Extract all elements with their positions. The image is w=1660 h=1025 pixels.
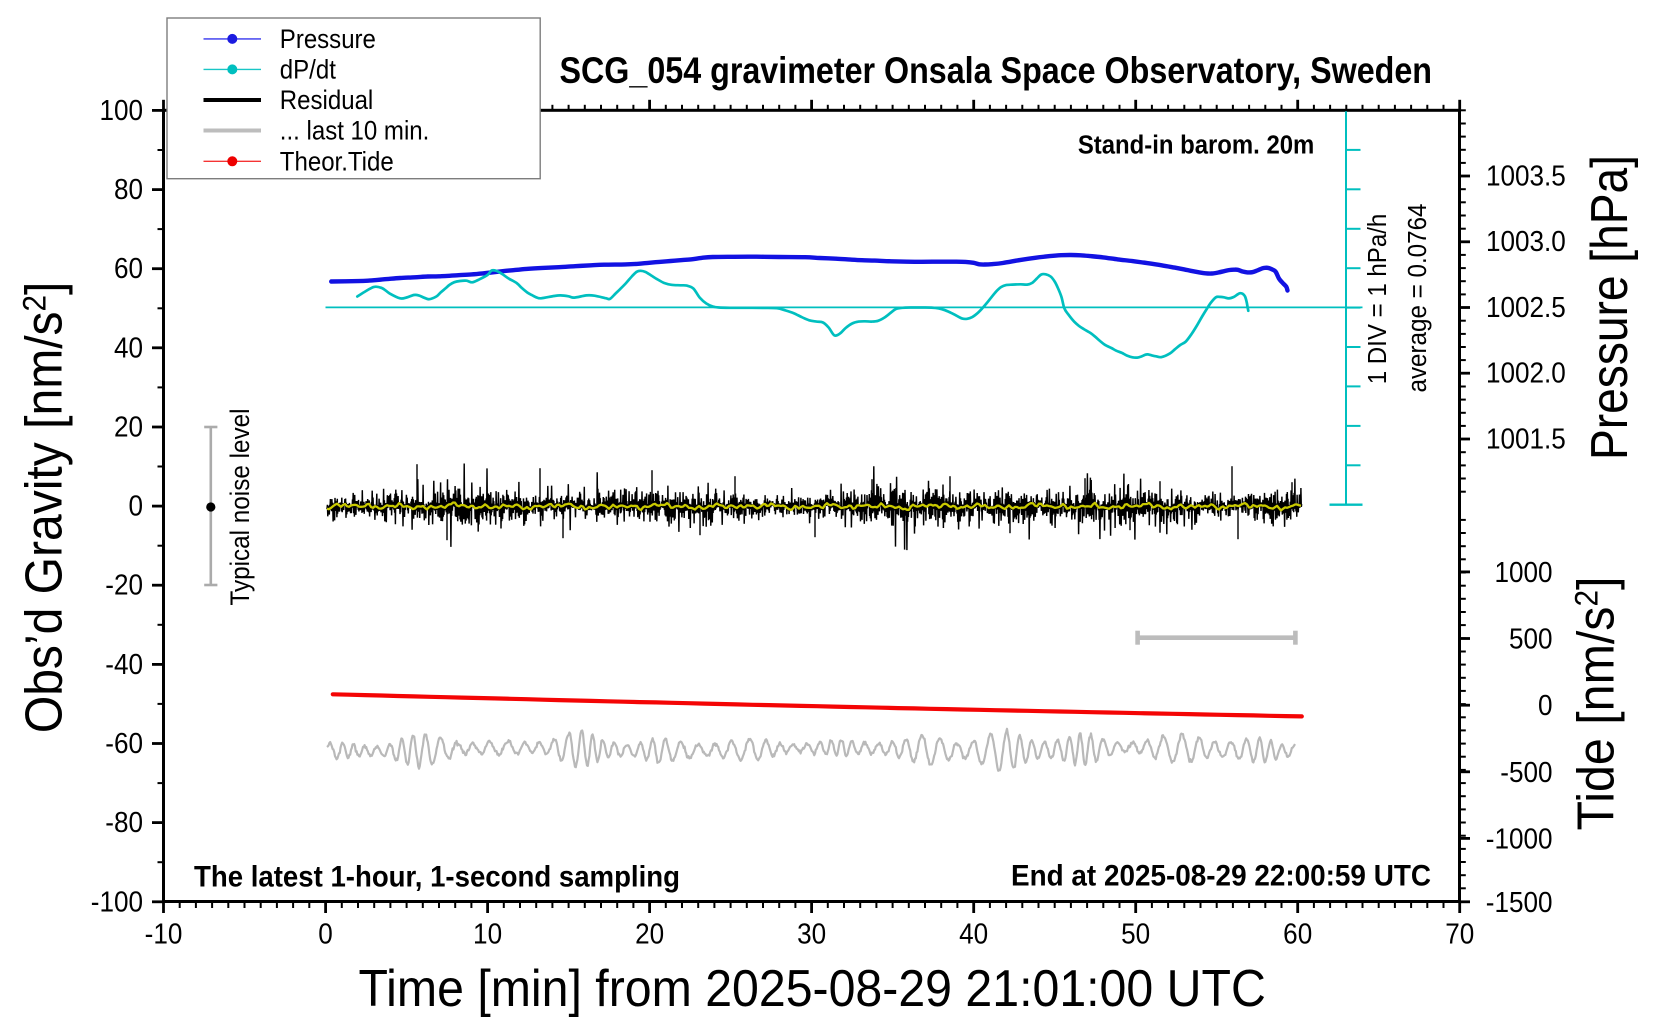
svg-text:1002.0: 1002.0 [1486, 356, 1566, 389]
svg-text:1003.0: 1003.0 [1486, 225, 1566, 258]
svg-text:Residual: Residual [280, 86, 373, 116]
svg-text:End at 2025-08-29 22:00:59 UTC: End at 2025-08-29 22:00:59 UTC [1011, 860, 1431, 893]
svg-text:0: 0 [128, 489, 143, 522]
svg-text:... last 10 min.: ... last 10 min. [280, 116, 430, 146]
svg-text:Time [min] from 2025-08-29 21:: Time [min] from 2025-08-29 21:01:00 UTC [359, 959, 1266, 1017]
svg-text:average = 0.0764: average = 0.0764 [1403, 203, 1432, 392]
svg-text:1003.5: 1003.5 [1486, 159, 1566, 192]
svg-text:Typical noise level: Typical noise level [226, 408, 255, 605]
svg-text:-60: -60 [105, 727, 143, 760]
svg-text:Stand-in barom. 20m: Stand-in barom. 20m [1078, 131, 1314, 160]
svg-text:60: 60 [114, 252, 143, 285]
svg-text:SCG_054 gravimeter Onsala Spac: SCG_054 gravimeter Onsala Space Observat… [560, 51, 1432, 92]
svg-text:1002.5: 1002.5 [1486, 291, 1566, 324]
svg-text:1001.5: 1001.5 [1486, 422, 1566, 455]
svg-text:Tide [nm/s2]: Tide [nm/s2] [1567, 577, 1625, 831]
svg-text:dP/dt: dP/dt [280, 55, 336, 85]
svg-text:-80: -80 [105, 806, 143, 839]
svg-text:1000: 1000 [1494, 556, 1552, 589]
svg-text:-10: -10 [145, 917, 183, 950]
svg-text:50: 50 [1121, 917, 1150, 950]
svg-text:Pressure [hPa]: Pressure [hPa] [1582, 155, 1639, 460]
svg-text:10: 10 [473, 917, 502, 950]
svg-text:20: 20 [114, 410, 143, 443]
svg-text:40: 40 [114, 331, 143, 364]
svg-text:-1000: -1000 [1486, 822, 1553, 855]
svg-text:0: 0 [318, 917, 333, 950]
svg-text:80: 80 [114, 173, 143, 206]
svg-text:30: 30 [797, 917, 826, 950]
svg-text:-500: -500 [1500, 756, 1552, 789]
svg-text:-20: -20 [105, 568, 143, 601]
svg-text:500: 500 [1509, 622, 1553, 655]
svg-text:20: 20 [635, 917, 664, 950]
svg-text:Pressure: Pressure [280, 25, 376, 55]
svg-text:-40: -40 [105, 648, 143, 681]
svg-text:-1500: -1500 [1486, 886, 1553, 919]
svg-text:70: 70 [1445, 917, 1474, 950]
svg-text:1 DIV = 1 hPa/h: 1 DIV = 1 hPa/h [1363, 214, 1392, 385]
svg-text:-100: -100 [91, 885, 143, 918]
svg-text:0: 0 [1538, 689, 1553, 722]
svg-text:Theor.Tide: Theor.Tide [280, 147, 394, 177]
svg-text:60: 60 [1283, 917, 1312, 950]
svg-text:Obs’d Gravity [nm/s2]: Obs’d Gravity [nm/s2] [15, 282, 73, 734]
svg-text:The latest 1-hour, 1-second sa: The latest 1-hour, 1-second sampling [194, 860, 680, 893]
svg-text:100: 100 [99, 94, 143, 127]
svg-text:40: 40 [959, 917, 988, 950]
